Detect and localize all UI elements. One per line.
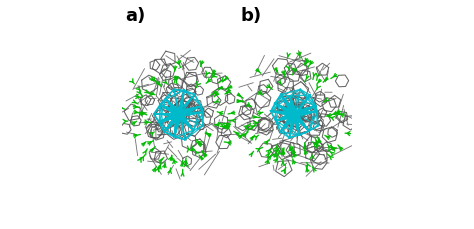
Text: b): b)	[240, 7, 262, 25]
Text: a): a)	[126, 7, 146, 25]
